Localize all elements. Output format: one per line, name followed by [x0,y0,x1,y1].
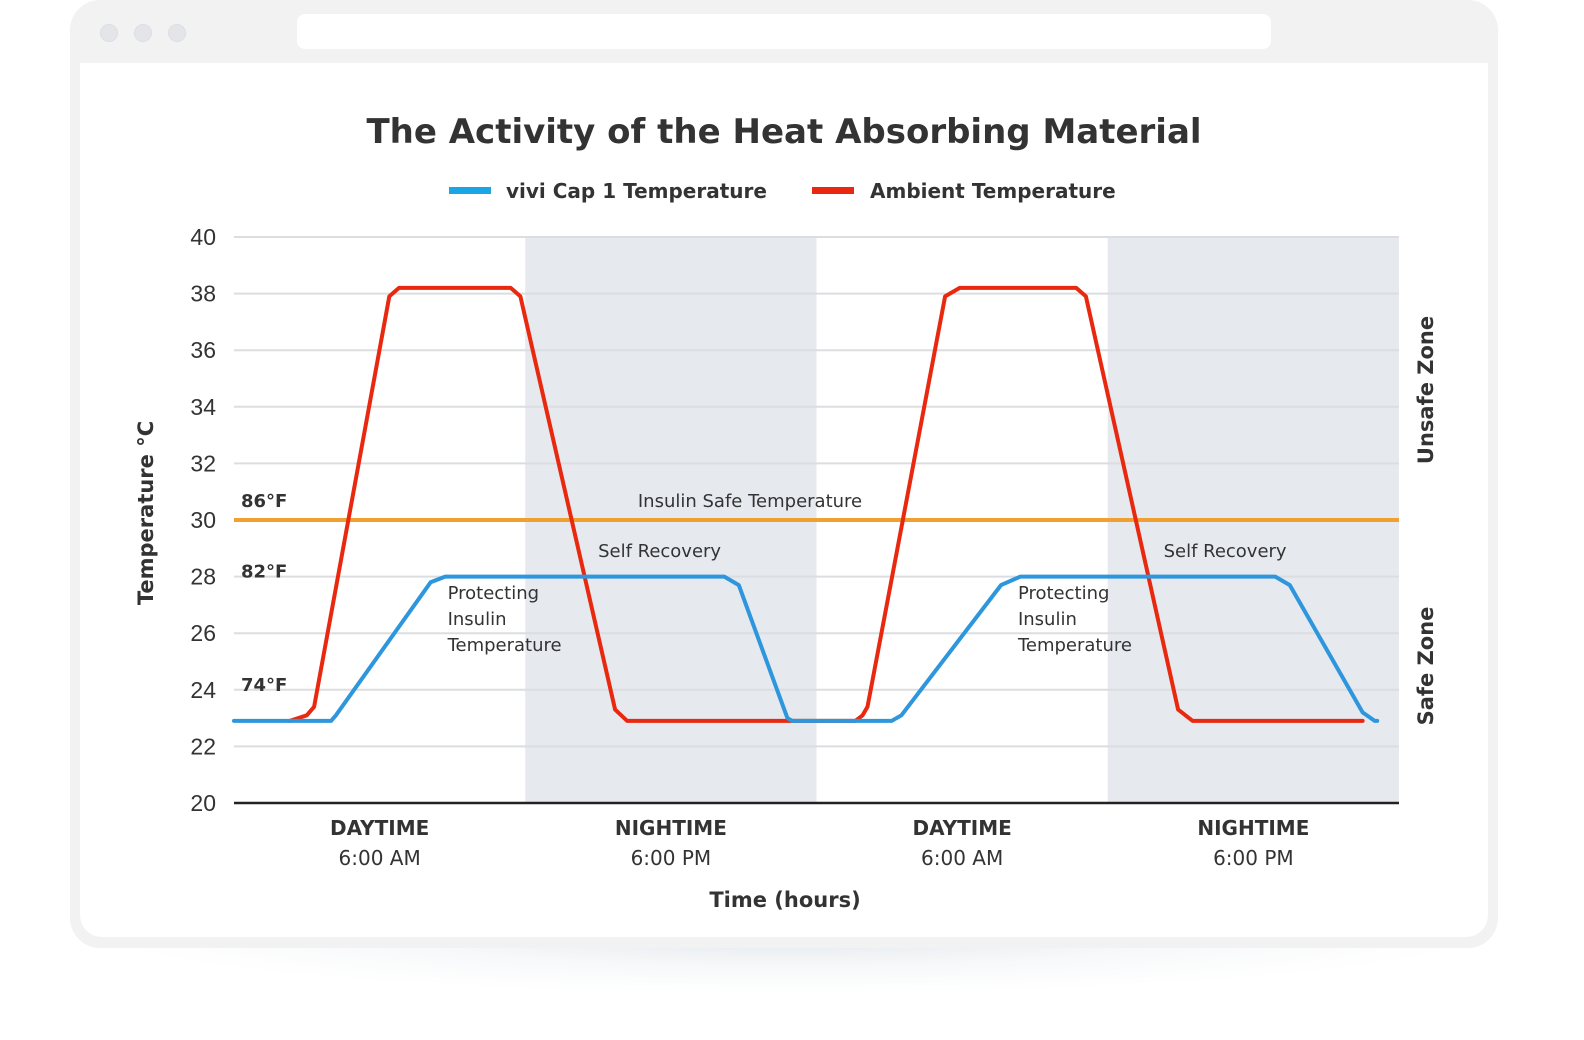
annotation-line: Temperature [447,635,562,656]
annotation-label: Self Recovery [598,541,721,562]
y-tick-labels: 20 22 24 26 28 30 32 34 36 38 40 [190,224,216,816]
y-axis-label: Temperature °C [134,421,158,605]
fahrenheit-label: 82°F [241,562,287,583]
series-lines [232,285,1380,723]
y-tick-label: 38 [190,281,216,307]
chart-title: The Activity of the Heat Absorbing Mater… [366,112,1201,152]
y-tick-label: 40 [190,224,216,250]
x-period-label: DAYTIME [912,816,1011,840]
y-tick-label: 30 [190,507,216,533]
y-tick-label: 26 [190,620,216,646]
unsafe-zone-label: Unsafe Zone [1414,316,1438,464]
y-tick-label: 20 [190,790,216,816]
close-dot-icon[interactable] [100,24,118,42]
window-controls [100,24,186,42]
x-time-label: 6:00 AM [339,846,421,870]
annotation-line: Protecting [1018,583,1109,604]
gridlines [234,236,1399,805]
x-period-label: NIGHTIME [1197,816,1309,840]
x-time-label: 6:00 PM [631,846,712,870]
fahrenheit-label: 74°F [241,675,287,696]
annotation-line: Temperature [1017,635,1132,656]
x-period-label: NIGHTIME [615,816,727,840]
x-period-label: DAYTIME [330,816,429,840]
fahrenheit-labels: 86°F 82°F 74°F [241,491,287,696]
y-tick-label: 32 [190,450,216,476]
legend: vivi Cap 1 Temperature Ambient Temperatu… [449,179,1116,203]
safe-zone-label: Safe Zone [1414,607,1438,726]
legend-label-ambient: Ambient Temperature [870,179,1116,203]
annotation-line: Self Recovery [1164,541,1287,562]
annotation-label: Self Recovery [1164,541,1287,562]
annotation-line: Insulin [448,609,507,630]
y-tick-label: 36 [190,337,216,363]
address-bar[interactable] [297,14,1271,49]
reference-line-group: Insulin Safe Temperature [234,491,1399,522]
legend-swatch-ambient [812,187,854,194]
legend-label-cap: vivi Cap 1 Temperature [506,179,767,203]
annotation-label: Protecting Insulin Temperature [1017,583,1132,656]
annotation-line: Protecting [448,583,539,604]
fahrenheit-label: 86°F [241,491,287,512]
x-category-labels: DAYTIME 6:00 AM NIGHTIME 6:00 PM DAYTIME 6:00… [330,816,1309,870]
insulin-safe-label: Insulin Safe Temperature [638,491,862,512]
maximize-dot-icon[interactable] [168,24,186,42]
series-line-cap-temperature [232,574,1380,723]
annotation-label: Protecting Insulin Temperature [447,583,562,656]
annotation-line: Insulin [1018,609,1077,630]
y-tick-label: 28 [190,564,216,590]
x-time-label: 6:00 AM [921,846,1003,870]
annotations: Protecting Insulin Temperature Self Recover… [447,541,1287,656]
minimize-dot-icon[interactable] [134,24,152,42]
annotation-line: Self Recovery [598,541,721,562]
y-tick-label: 24 [190,677,216,703]
y-tick-label: 22 [190,733,216,759]
x-time-label: 6:00 PM [1213,846,1294,870]
legend-swatch-cap [449,187,491,194]
y-tick-label: 34 [190,394,216,420]
x-axis-label: Time (hours) [709,888,860,912]
